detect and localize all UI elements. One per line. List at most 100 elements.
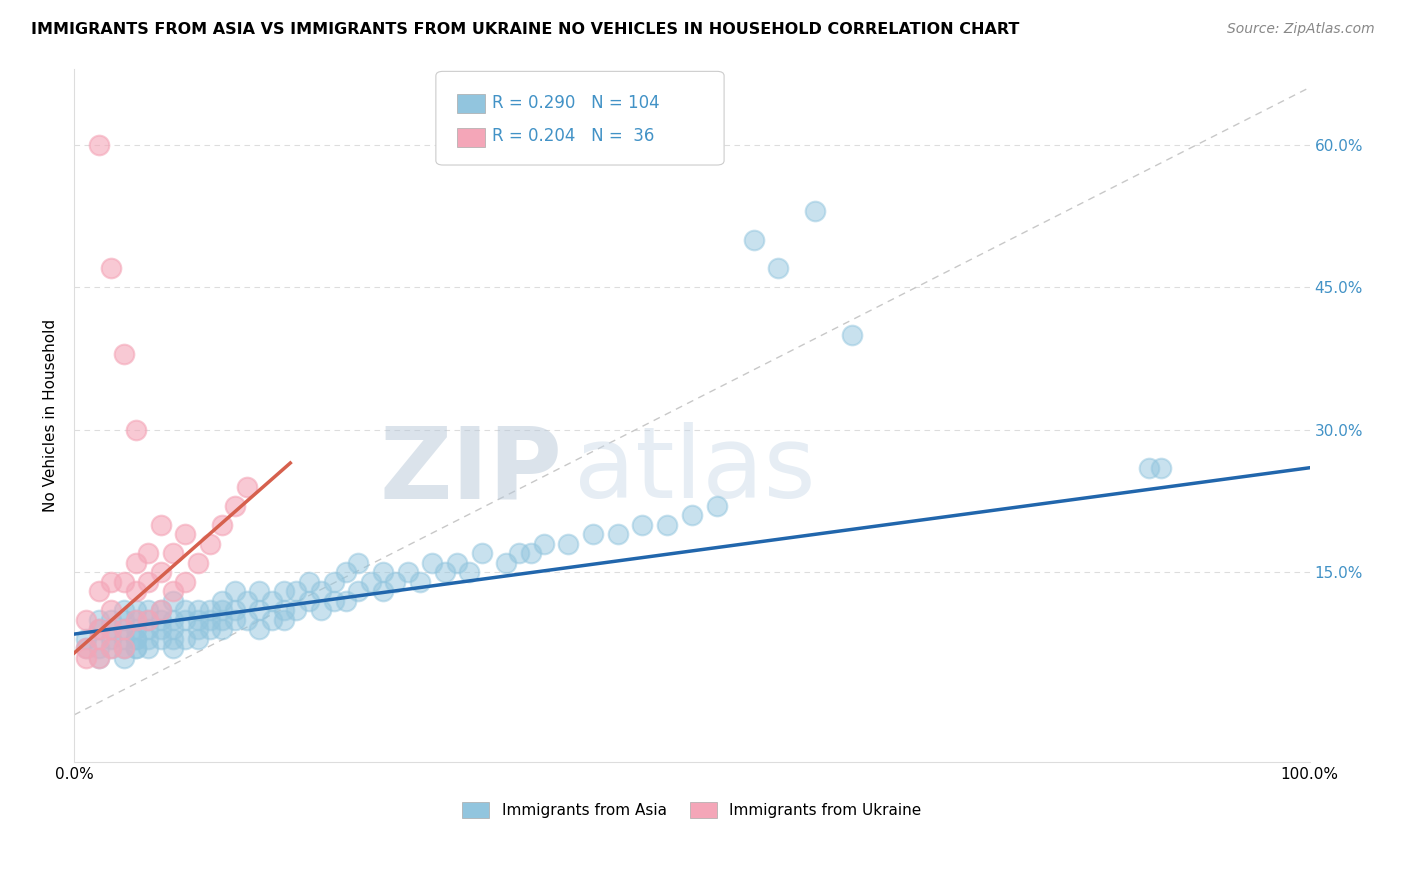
Point bbox=[125, 623, 148, 637]
Point bbox=[260, 594, 283, 608]
Point bbox=[87, 623, 110, 637]
Point bbox=[211, 594, 233, 608]
Point bbox=[198, 537, 221, 551]
Point bbox=[87, 137, 110, 152]
Point bbox=[136, 632, 159, 646]
Point bbox=[371, 584, 394, 599]
Point bbox=[162, 546, 184, 560]
Point bbox=[236, 594, 259, 608]
Point bbox=[187, 632, 209, 646]
Point bbox=[224, 499, 246, 513]
Point bbox=[187, 556, 209, 570]
Point bbox=[174, 632, 197, 646]
Point bbox=[112, 623, 135, 637]
Point bbox=[706, 499, 728, 513]
Point bbox=[75, 641, 97, 656]
Point bbox=[211, 603, 233, 617]
Point bbox=[458, 566, 481, 580]
Point bbox=[322, 574, 344, 589]
Point bbox=[309, 603, 332, 617]
Point bbox=[149, 517, 172, 532]
Point bbox=[149, 613, 172, 627]
Point bbox=[162, 594, 184, 608]
Point bbox=[100, 632, 122, 646]
Point bbox=[841, 327, 863, 342]
Point bbox=[125, 613, 148, 627]
Point bbox=[508, 546, 530, 560]
Point bbox=[742, 233, 765, 247]
Point bbox=[582, 527, 605, 541]
Point bbox=[87, 651, 110, 665]
Point bbox=[1150, 460, 1173, 475]
Point bbox=[211, 613, 233, 627]
Point bbox=[384, 574, 406, 589]
Point bbox=[125, 613, 148, 627]
Text: R = 0.290   N = 104: R = 0.290 N = 104 bbox=[492, 94, 659, 112]
Point bbox=[100, 641, 122, 656]
Point bbox=[247, 603, 270, 617]
Point bbox=[162, 623, 184, 637]
Point bbox=[100, 623, 122, 637]
Point bbox=[495, 556, 517, 570]
Point bbox=[273, 584, 295, 599]
Point bbox=[87, 623, 110, 637]
Point bbox=[112, 574, 135, 589]
Point bbox=[409, 574, 432, 589]
Point bbox=[322, 594, 344, 608]
Point bbox=[100, 603, 122, 617]
Point bbox=[87, 613, 110, 627]
Point bbox=[187, 603, 209, 617]
Point bbox=[606, 527, 628, 541]
Point bbox=[87, 641, 110, 656]
Point bbox=[125, 641, 148, 656]
Point bbox=[136, 574, 159, 589]
Point bbox=[125, 603, 148, 617]
Point bbox=[433, 566, 456, 580]
Text: atlas: atlas bbox=[575, 423, 815, 519]
Point bbox=[112, 641, 135, 656]
Point bbox=[87, 632, 110, 646]
Point bbox=[125, 423, 148, 437]
Point bbox=[112, 632, 135, 646]
Point bbox=[309, 584, 332, 599]
Point bbox=[149, 632, 172, 646]
Point bbox=[247, 623, 270, 637]
Point bbox=[285, 603, 308, 617]
Point bbox=[125, 584, 148, 599]
Point bbox=[112, 347, 135, 361]
Point bbox=[655, 517, 678, 532]
Point bbox=[1137, 460, 1160, 475]
Point bbox=[149, 603, 172, 617]
Point bbox=[112, 613, 135, 627]
Point bbox=[136, 623, 159, 637]
Point bbox=[273, 603, 295, 617]
Point bbox=[187, 623, 209, 637]
Legend: Immigrants from Asia, Immigrants from Ukraine: Immigrants from Asia, Immigrants from Uk… bbox=[456, 796, 928, 824]
Point bbox=[125, 641, 148, 656]
Point bbox=[136, 603, 159, 617]
Point bbox=[162, 613, 184, 627]
Point bbox=[87, 584, 110, 599]
Point bbox=[471, 546, 494, 560]
Point bbox=[804, 204, 827, 219]
Point bbox=[298, 594, 321, 608]
Point bbox=[136, 546, 159, 560]
Point bbox=[198, 613, 221, 627]
Point bbox=[174, 603, 197, 617]
Point bbox=[100, 261, 122, 276]
Point bbox=[162, 632, 184, 646]
Point bbox=[75, 613, 97, 627]
Point bbox=[112, 641, 135, 656]
Point bbox=[100, 641, 122, 656]
Point bbox=[136, 613, 159, 627]
Point bbox=[125, 632, 148, 646]
Point bbox=[247, 584, 270, 599]
Point bbox=[224, 603, 246, 617]
Point bbox=[533, 537, 555, 551]
Text: Source: ZipAtlas.com: Source: ZipAtlas.com bbox=[1227, 22, 1375, 37]
Point bbox=[236, 480, 259, 494]
Point bbox=[75, 641, 97, 656]
Y-axis label: No Vehicles in Household: No Vehicles in Household bbox=[44, 319, 58, 512]
Point bbox=[446, 556, 468, 570]
Point bbox=[198, 623, 221, 637]
